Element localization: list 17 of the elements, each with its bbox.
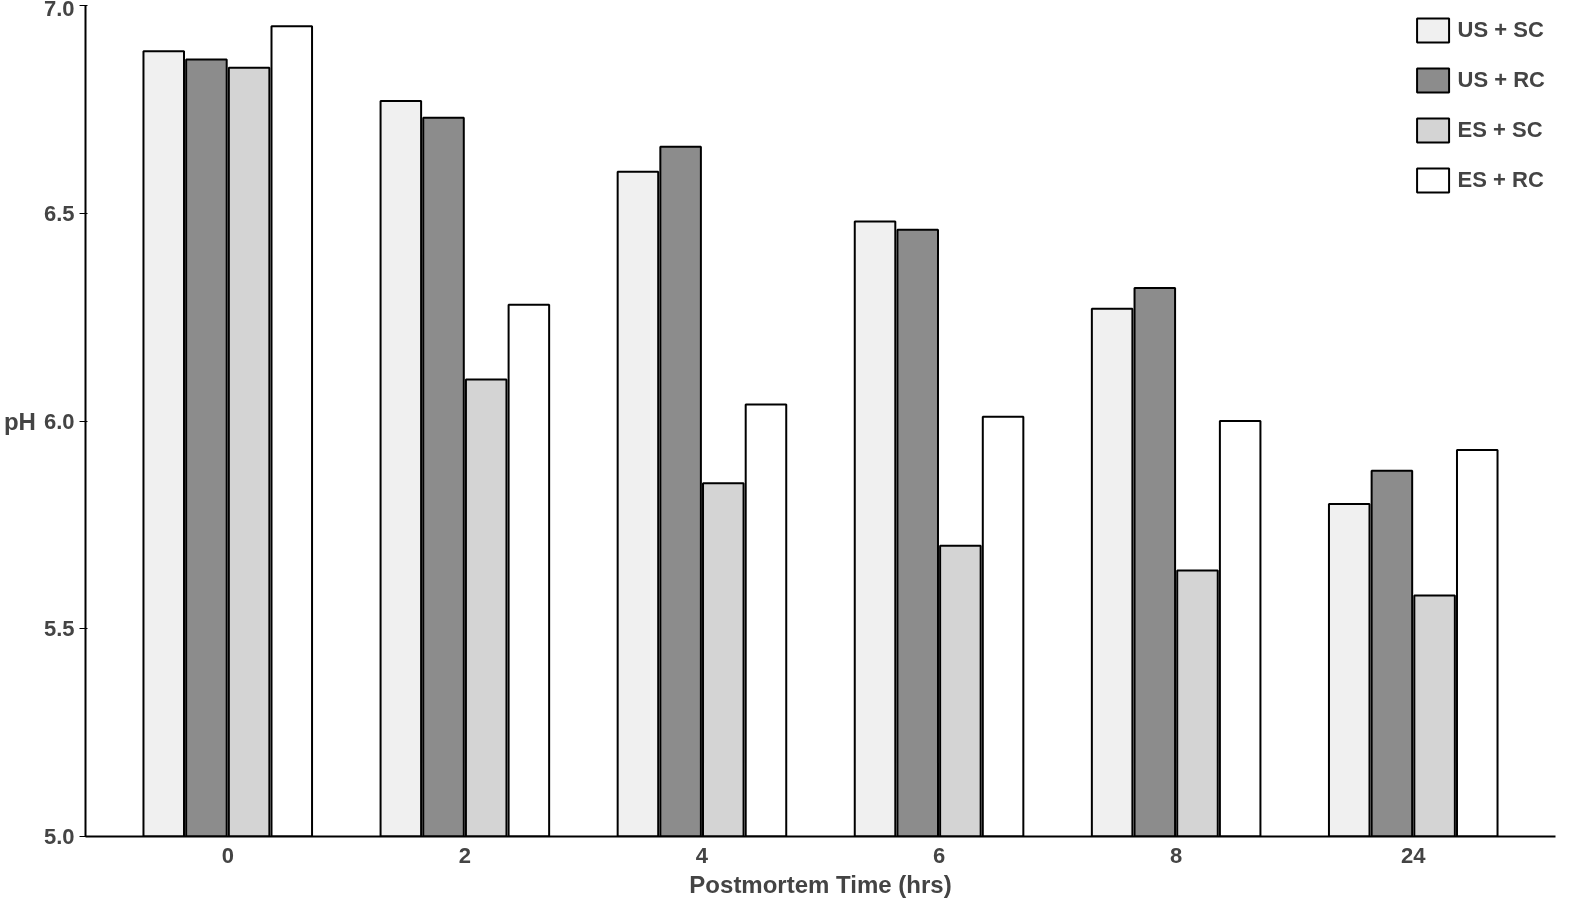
x-tick-label: 4 <box>695 842 709 868</box>
y-tick-label: 7.0 <box>43 0 75 21</box>
y-tick-label: 6.0 <box>43 408 75 434</box>
x-tick-label: 2 <box>458 842 471 868</box>
y-tick-label: 5.5 <box>43 616 75 642</box>
x-tick-label: 6 <box>932 842 946 868</box>
x-axis-title: Postmortem Time (hrs) <box>689 870 952 898</box>
legend-label: ES + RC <box>1457 167 1544 193</box>
y-tick-label: 6.5 <box>43 200 75 226</box>
y-tick-label: 5.0 <box>43 824 75 849</box>
legend-label: US + SC <box>1457 17 1544 43</box>
x-tick-label: 24 <box>1401 842 1427 868</box>
x-tick-label: 8 <box>1170 842 1183 868</box>
x-tick-label: 0 <box>221 842 234 868</box>
legend-label: US + RC <box>1457 67 1545 93</box>
y-axis-title: pH <box>3 407 36 435</box>
legend-label: ES + SC <box>1457 117 1543 143</box>
